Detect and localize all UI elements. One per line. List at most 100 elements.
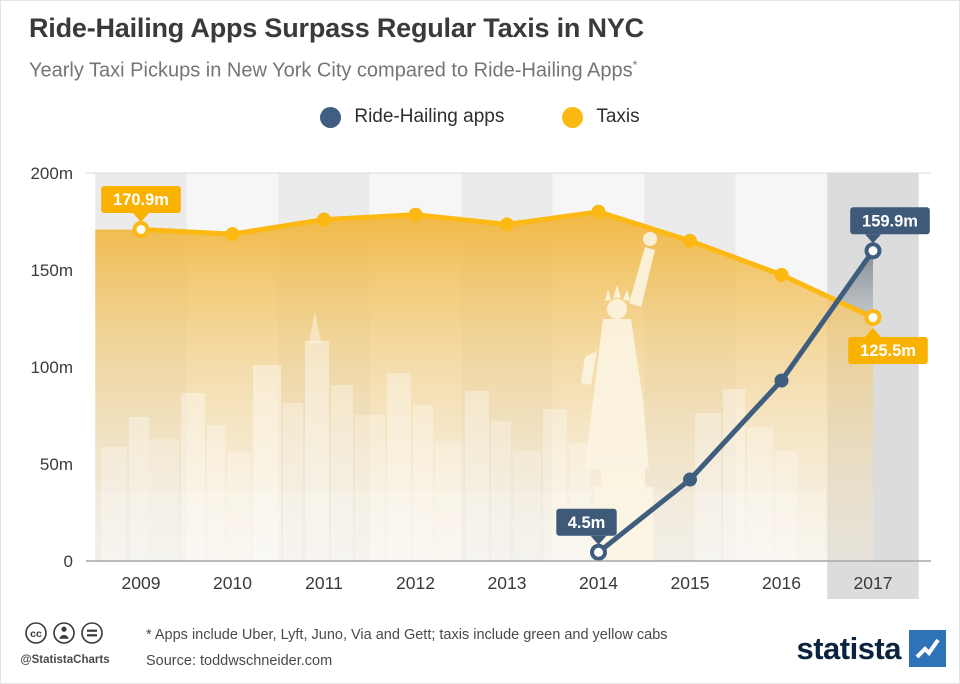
value-badge-box [556,508,617,536]
torch-flame [643,232,657,246]
value-badge-box [848,337,928,365]
crown-spike [623,289,630,301]
building-silhouette [513,451,541,561]
value-badge-pointer [133,212,149,222]
x-axis-tick-label: 2017 [854,573,893,593]
skyline-decoration [95,311,825,561]
subtitle-footnote-marker: * [632,58,638,72]
statista-logo: statista [796,630,946,667]
building-silhouette [723,389,745,561]
building-silhouette [775,451,797,561]
building-silhouette [181,393,205,561]
y-axis-tick-label: 200m [30,164,73,183]
data-point-ride-hailing-apps [683,472,697,487]
x-axis-labels: 2009 2010 2011 2012 2013 2014 2015 2016 2017 [122,573,893,593]
y-axis-tick-label: 0 [64,552,73,571]
value-badge: 4.5m [556,508,617,545]
value-badge-pointer [865,328,881,338]
torch-arm [629,247,655,307]
legend-dot [320,106,342,128]
x-axis-tick-label: 2016 [762,573,801,593]
building-silhouette [101,447,127,561]
value-badge: 170.9m [101,185,181,222]
data-point-taxis [225,227,240,242]
data-point-taxis [683,233,697,248]
legend: Ride-Hailing apps Taxis [1,106,959,128]
data-point-ride-hailing-apps [590,543,607,561]
nd-icon [81,622,103,644]
building-silhouette [331,385,353,561]
skyline-haze [95,491,825,561]
attribution-icon [53,622,75,644]
chart-area: 170.9m4.5m159.9m125.5m200m150m100m50m020… [30,164,931,599]
building-silhouette [465,391,489,561]
legend-dot [562,106,584,128]
building-silhouette [227,453,251,561]
statista-logo-glyph [915,638,940,659]
building-silhouette [207,425,225,561]
building-silhouette [129,417,149,561]
data-point-taxis [500,217,514,232]
x-axis-tick-label: 2009 [122,573,161,593]
value-badge-box [101,185,181,213]
source-line: Source: toddwschneider.com [146,653,333,669]
building-silhouette [413,405,433,561]
building-silhouette [355,415,385,561]
building-silhouette [149,439,179,561]
statista-wordmark: statista [796,630,901,666]
building-silhouette [387,373,411,561]
building-silhouette [435,441,463,561]
value-badge-text: 4.5m [568,514,606,532]
legend-label: Ride-Hailing apps [354,106,505,127]
y-axis-labels: 200m 150m 100m 50m 0 [30,164,73,571]
chart-subtitle: Yearly Taxi Pickups in New York City com… [29,58,637,83]
footnote: * Apps include Uber, Lyft, Juno, Via and… [146,627,668,643]
building-silhouette [695,413,721,561]
building-silhouette [305,341,329,561]
crown-spike [613,285,621,298]
data-point-taxis [132,220,150,238]
taxi-area-fill [95,211,873,562]
legend-label: Taxis [596,106,640,127]
x-axis-tick-label: 2011 [305,573,343,593]
building-silhouette [283,403,303,561]
value-badge-pointer [865,234,881,244]
legend-item: Ride-Hailing apps [320,106,504,128]
y-axis-tick-label: 150m [30,261,73,280]
data-point-taxis [317,212,331,227]
series-line-ride-hailing-apps [596,248,876,555]
data-point-taxis [591,204,606,219]
statue-head [607,299,627,319]
tablet-arm [581,351,597,385]
building-silhouette [747,427,773,561]
data-point-taxis [864,309,882,327]
legend-item: Taxis [562,106,640,128]
y-axis-tick-label: 50m [40,455,73,474]
statue-pedestal [601,469,645,487]
data-point-ride-hailing-apps [864,242,882,260]
svg-text:cc: cc [30,628,42,640]
x-axis-tick-label: 2010 [213,573,252,593]
data-point-ride-hailing-apps [774,373,789,388]
x-axis-tick-label: 2013 [488,573,527,593]
crown-spike [605,289,611,301]
data-point-taxis [774,267,789,282]
x-axis-tick-label: 2015 [671,573,710,593]
statista-logo-mark [909,630,946,667]
value-badge-text: 170.9m [113,191,169,209]
building-spire [309,311,321,343]
value-badge: 159.9m [850,207,930,244]
cc-icon: cc [25,622,47,644]
value-badge-pointer [590,535,607,545]
data-point-taxis [408,207,423,222]
value-badge-text: 125.5m [860,342,916,360]
statista-charts-credit: @StatistaCharts [20,654,110,666]
value-badge-text: 159.9m [862,212,918,230]
x-axis-tick-label: 2014 [579,573,618,593]
building-silhouette [253,365,281,561]
subtitle-text: Yearly Taxi Pickups in New York City com… [29,59,633,82]
statue-robe [585,319,649,469]
x-axis-tick-label: 2012 [396,573,435,593]
page-title: Ride-Hailing Apps Surpass Regular Taxis … [29,13,644,43]
